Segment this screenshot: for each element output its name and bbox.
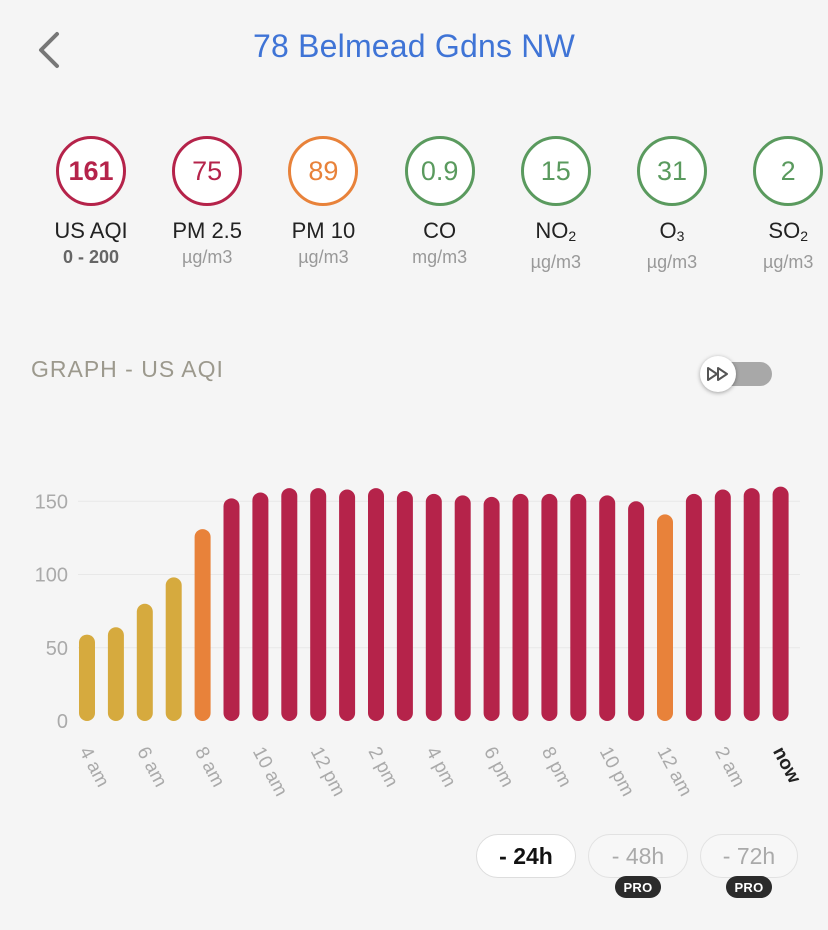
pro-badge: PRO [615, 876, 661, 898]
header: 78 Belmead Gdns NW [0, 0, 828, 100]
pollutant-name: SO2 [768, 218, 808, 244]
pollutant-no2[interactable]: 15 NO2 µg/m3 [498, 136, 614, 275]
bar-now[interactable] [772, 486, 789, 721]
range-button-72h[interactable]: - 72h [700, 834, 798, 878]
pollutant-value-circle: 75 [172, 136, 243, 206]
bar-2-pm[interactable] [368, 488, 384, 721]
bar-9-am[interactable] [223, 498, 240, 721]
pollutant-value-circle: 89 [288, 136, 359, 206]
bar-10-am[interactable] [252, 492, 269, 721]
graph-title: GRAPH - US AQI [31, 356, 224, 382]
fast-forward-icon [707, 367, 728, 381]
y-tick-label: 150 [35, 491, 68, 513]
bar-12-pm[interactable] [310, 488, 327, 721]
bar-4-am[interactable] [79, 634, 95, 721]
pollutant-name: NO2 [535, 218, 577, 244]
pollutant-name: CO [423, 218, 457, 243]
y-tick-label: 50 [46, 638, 68, 660]
toggle-knob [700, 356, 736, 392]
bar-10-pm[interactable] [599, 495, 616, 721]
x-tick-label: 12 pm [306, 743, 349, 799]
x-tick-label: 2 pm [364, 743, 402, 790]
x-tick-label: 10 am [248, 743, 291, 799]
pollutant-unit: µg/m3 [298, 247, 349, 267]
chevron-left-icon [39, 32, 59, 68]
pollutant-unit: µg/m3 [646, 252, 698, 272]
x-tick-label: 2 am [710, 743, 748, 790]
pro-badge: PRO [726, 876, 772, 898]
x-tick-label: 6 am [132, 743, 170, 790]
pollutant-list[interactable]: 161 US AQI 0 - 200 75 PM 2.5 µg/m3 89 PM 10 µg/m… [0, 136, 828, 286]
x-tick-label: 6 pm [479, 743, 517, 790]
bar-5-am[interactable] [107, 627, 124, 721]
x-tick-label: 4 am [75, 743, 113, 790]
range-button-48h[interactable]: - 48h [588, 834, 688, 878]
y-tick-label: 0 [57, 711, 68, 733]
pollutant-co[interactable]: 0.9 CO mg/m3 [382, 136, 498, 270]
page-title: 78 Belmead Gdns NW [253, 28, 575, 64]
pollutant-value-circle: 15 [520, 136, 591, 206]
pollutant-pm25[interactable]: 75 PM 2.5 µg/m3 [149, 136, 265, 270]
pollutant-value-circle: 31 [637, 136, 707, 206]
y-tick-label: 100 [35, 565, 68, 587]
x-tick-label: 10 pm [595, 743, 638, 799]
x-tick-label: now [768, 743, 804, 787]
pollutant-unit: µg/m3 [530, 252, 581, 272]
pollutant-unit: mg/m3 [412, 247, 468, 267]
x-tick-label: 8 pm [537, 743, 575, 790]
bar-9-pm[interactable] [570, 493, 587, 721]
pollutant-unit: µg/m3 [181, 247, 233, 267]
pollutant-so2[interactable]: 2 SO2 µg/m3 [730, 136, 828, 275]
pollutant-o3[interactable]: 31 O3 µg/m3 [614, 136, 730, 275]
bar-1-am[interactable] [685, 493, 702, 721]
range-button-24h[interactable]: - 24h [476, 834, 576, 878]
bar-11-pm[interactable] [628, 501, 645, 721]
bar-3-pm[interactable] [396, 490, 413, 721]
bar-5-pm[interactable] [454, 495, 471, 721]
bar-12-am[interactable] [657, 514, 673, 721]
aqi-bar-chart: 0 50 100 150 4 am 6 am 8 am 10 am 12 pm 2 pm 4 pm 6… [35, 486, 805, 800]
bar-1-pm[interactable] [339, 489, 356, 721]
pollutant-range: 0 - 200 [62, 247, 120, 267]
bar-8-am[interactable] [194, 529, 211, 721]
pollutant-pm10[interactable]: 89 PM 10 µg/m3 [265, 136, 381, 270]
bar-7-pm[interactable] [512, 493, 529, 721]
bar-6-pm[interactable] [483, 496, 500, 721]
pollutant-name: US AQI [54, 218, 128, 243]
x-tick-label: 12 am [653, 743, 696, 799]
fast-forward-toggle[interactable] [700, 356, 774, 392]
bar-7-am[interactable] [165, 577, 182, 721]
pollutant-value-circle: 0.9 [404, 136, 475, 206]
back-button[interactable] [28, 26, 68, 74]
pollutant-unit: µg/m3 [762, 252, 814, 272]
x-tick-label: 8 am [190, 743, 228, 790]
pollutant-name: O3 [659, 218, 685, 244]
pollutant-value-circle: 161 [56, 136, 126, 206]
bar-11-am[interactable] [281, 488, 298, 721]
pollutant-us-aqi[interactable]: 161 US AQI 0 - 200 [33, 136, 149, 270]
pollutant-name: PM 10 [291, 218, 356, 243]
pollutant-name: PM 2.5 [172, 218, 243, 243]
bar-3-am[interactable] [743, 488, 760, 721]
pollutant-value-circle: 2 [753, 136, 824, 206]
bar-8-pm[interactable] [541, 493, 558, 721]
bar-2-am[interactable] [714, 489, 731, 721]
bar-6-am[interactable] [136, 603, 153, 721]
x-tick-label: 4 pm [421, 743, 459, 790]
bar-4-pm[interactable] [425, 493, 442, 721]
